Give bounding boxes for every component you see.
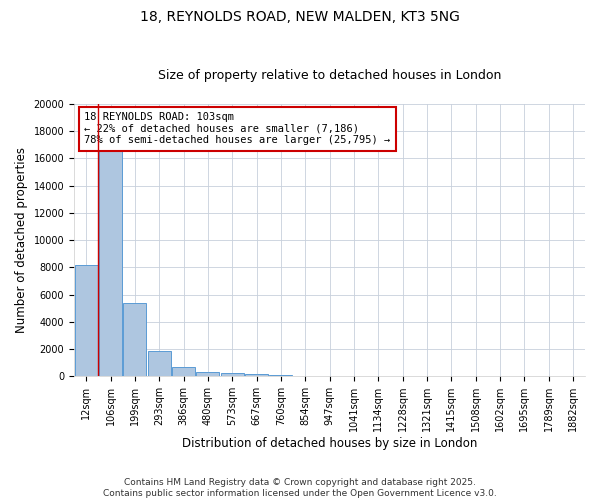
Bar — [124, 302, 146, 376]
Bar — [221, 373, 244, 376]
Bar — [99, 150, 122, 376]
Bar — [245, 374, 268, 376]
Text: Contains HM Land Registry data © Crown copyright and database right 2025.
Contai: Contains HM Land Registry data © Crown c… — [103, 478, 497, 498]
Bar — [196, 372, 220, 376]
Text: 18 REYNOLDS ROAD: 103sqm
← 22% of detached houses are smaller (7,186)
78% of sem: 18 REYNOLDS ROAD: 103sqm ← 22% of detach… — [84, 112, 391, 146]
Bar — [74, 264, 98, 376]
Y-axis label: Number of detached properties: Number of detached properties — [15, 147, 28, 333]
Title: Size of property relative to detached houses in London: Size of property relative to detached ho… — [158, 69, 501, 82]
X-axis label: Distribution of detached houses by size in London: Distribution of detached houses by size … — [182, 437, 477, 450]
Bar — [172, 366, 195, 376]
Bar — [269, 374, 292, 376]
Text: 18, REYNOLDS ROAD, NEW MALDEN, KT3 5NG: 18, REYNOLDS ROAD, NEW MALDEN, KT3 5NG — [140, 10, 460, 24]
Bar — [148, 351, 171, 376]
